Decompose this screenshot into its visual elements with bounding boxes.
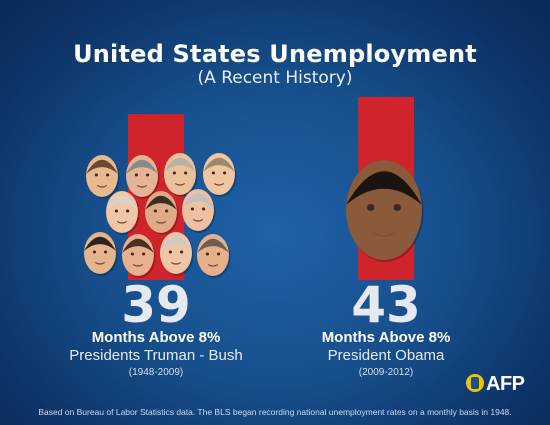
president-portrait-icon [145, 191, 179, 235]
president-portrait-icon [197, 234, 231, 278]
value-label: 39 [121, 276, 191, 334]
president-portrait-icon [164, 153, 198, 197]
chart-title: United States Unemployment [73, 40, 477, 68]
president-portrait-icon [160, 232, 194, 276]
chart-subtitle: (A Recent History) [197, 68, 353, 88]
obama-portrait-icon [346, 160, 424, 262]
metric-label: Months Above 8% [322, 329, 451, 346]
metric-label: Months Above 8% [92, 329, 221, 346]
afp-badge-icon [466, 374, 484, 392]
president-portrait-icon [126, 155, 160, 199]
president-portrait-icon [122, 234, 156, 278]
president-portrait-icon [86, 155, 120, 199]
category-label: Presidents Truman - Bush [69, 347, 242, 364]
president-portrait-icon [106, 191, 140, 235]
president-portrait-icon [182, 189, 216, 233]
period-label: (2009-2012) [359, 367, 413, 378]
president-portrait-icon [84, 232, 118, 276]
footnote: Based on Bureau of Labor Statistics data… [38, 407, 512, 417]
logo-text: AFP [486, 373, 525, 395]
president-portrait-icon [203, 153, 237, 197]
value-label: 43 [351, 276, 421, 334]
category-label: President Obama [328, 347, 445, 364]
afp-logo: AFP [466, 372, 536, 398]
period-label: (1948-2009) [129, 367, 183, 378]
